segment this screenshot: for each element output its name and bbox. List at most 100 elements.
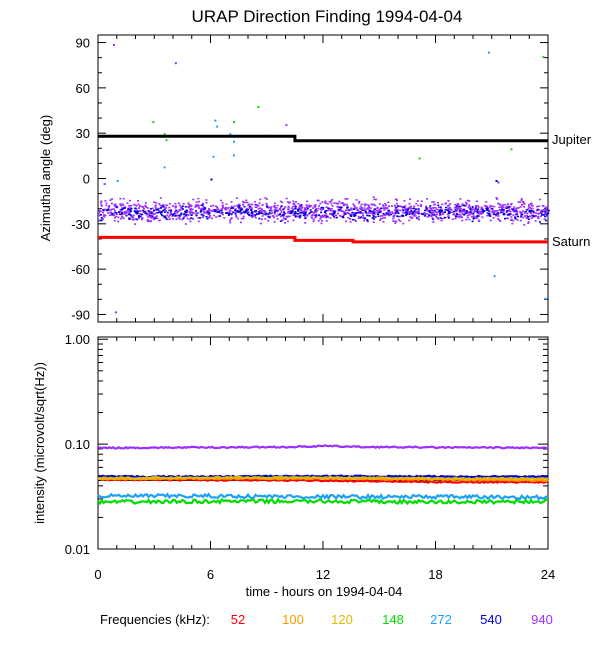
azimuth-point-540 — [469, 208, 472, 210]
azimuth-point-940 — [473, 211, 476, 213]
azimuth-point-940 — [287, 212, 289, 214]
azimuth-point-540 — [428, 214, 430, 216]
azimuth-point-940 — [342, 210, 345, 213]
azimuth-point-940 — [113, 219, 116, 222]
azimuth-point-940 — [357, 202, 360, 204]
azimuth-point-540 — [447, 211, 450, 213]
azimuth-point-540 — [454, 209, 457, 211]
azimuth-point-940 — [113, 214, 116, 217]
azimuth-point-540 — [432, 218, 435, 221]
azimuth-point-540 — [121, 212, 123, 215]
azimuth-point-540 — [496, 212, 499, 214]
azimuth-point-540 — [130, 210, 132, 213]
azimuth-point-940 — [208, 208, 210, 210]
azimuth-point-540 — [439, 209, 441, 212]
azimuth-point-940 — [195, 201, 198, 203]
azimuth-point-940 — [409, 212, 412, 215]
azimuth-point-940 — [239, 213, 242, 215]
azimuth-point-940 — [109, 209, 112, 211]
azimuth-point-940 — [342, 214, 345, 216]
azimuth-point-940 — [292, 200, 295, 203]
azimuth-point-940 — [340, 210, 343, 212]
azimuth-point-940 — [460, 208, 462, 210]
legend-entry-52: 52 — [231, 612, 245, 627]
azimuth-point-540 — [165, 218, 168, 220]
azimuth-point-940 — [154, 212, 157, 215]
azimuth-point-940 — [319, 218, 322, 220]
azimuth-point-940 — [417, 210, 420, 213]
azimuth-outlier-point — [114, 311, 117, 314]
azimuth-point-540 — [462, 209, 465, 211]
azimuth-point-940 — [416, 212, 419, 214]
azimuth-point-540 — [508, 213, 511, 215]
azimuth-point-940 — [160, 206, 163, 208]
azimuth-point-940 — [123, 213, 126, 215]
azimuth-point-940 — [284, 206, 287, 208]
azimuth-point-940 — [188, 205, 191, 208]
azimuth-point-940 — [353, 205, 356, 207]
azimuth-point-540 — [387, 213, 390, 216]
azimuth-point-940 — [491, 205, 494, 208]
azimuth-point-940 — [527, 221, 530, 223]
azimuth-point-940 — [280, 215, 282, 218]
azimuth-point-940 — [519, 201, 522, 203]
azimuth-point-540 — [244, 211, 247, 213]
azimuth-point-940 — [337, 202, 340, 205]
azimuth-point-940 — [192, 218, 195, 220]
azimuth-point-540 — [525, 209, 528, 211]
azimuth-point-940 — [379, 219, 382, 221]
azimuth-point-940 — [323, 201, 326, 204]
azimuth-point-940 — [431, 211, 434, 213]
azimuth-point-540 — [243, 205, 246, 208]
azimuth-point-940 — [295, 201, 298, 203]
legend-entry-272: 272 — [430, 612, 452, 627]
azimuth-point-540 — [200, 213, 203, 216]
azimuth-point-940 — [242, 215, 245, 218]
azimuth-point-940 — [530, 208, 533, 210]
azimuth-point-540 — [128, 218, 131, 220]
azimuth-point-940 — [432, 212, 435, 214]
azimuth-point-940 — [522, 210, 525, 212]
azimuth-point-940 — [235, 197, 238, 199]
azimuth-point-940 — [314, 204, 317, 206]
azimuth-point-940 — [451, 211, 454, 214]
azimuth-point-940 — [137, 200, 139, 202]
azimuth-point-940 — [151, 217, 154, 219]
azimuth-point-940 — [453, 213, 455, 215]
azimuth-point-940 — [314, 216, 317, 219]
azimuth-point-940 — [523, 212, 526, 214]
azimuth-point-540 — [160, 207, 162, 209]
azimuth-point-540 — [459, 209, 461, 212]
azimuth-point-540 — [163, 211, 166, 213]
azimuth-point-940 — [238, 207, 241, 210]
azimuth-point-940 — [179, 215, 181, 218]
azimuth-point-540 — [107, 209, 110, 211]
frequency-legend: Frequencies (kHz): 52 100 120 148 272 540 940 — [100, 612, 553, 627]
azimuth-point-540 — [506, 210, 508, 212]
azimuth-point-940 — [236, 204, 239, 207]
azimuth-point-540 — [364, 217, 367, 220]
azimuth-point-940 — [141, 205, 144, 208]
azimuth-point-940 — [331, 205, 334, 207]
azimuth-point-940 — [489, 219, 492, 222]
azimuth-point-940 — [104, 200, 107, 202]
azimuth-point-940 — [306, 205, 309, 207]
azimuth-point-540 — [482, 210, 485, 213]
azimuth-point-940 — [432, 207, 435, 209]
azimuth-point-940 — [120, 217, 122, 220]
log-tick-label: 1.00 — [65, 332, 90, 347]
azimuth-point-540 — [397, 215, 400, 218]
azimuth-point-940 — [366, 207, 369, 210]
azimuth-point-940 — [540, 209, 543, 212]
azimuth-point-940 — [299, 205, 302, 208]
intensity-panel: 1.00 0.10 0.01 0 6 12 18 24 intensity (microvo… — [32, 332, 555, 599]
azimuth-point-940 — [431, 214, 433, 216]
azimuth-point-540 — [251, 212, 254, 214]
azimuth-point-940 — [270, 207, 272, 209]
azimuth-point-940 — [191, 208, 194, 211]
azimuth-point-940 — [520, 198, 523, 200]
azimuth-point-940 — [350, 208, 353, 211]
azimuth-point-940 — [128, 210, 131, 213]
azimuth-point-940 — [206, 210, 209, 212]
azimuth-point-540 — [428, 210, 431, 213]
